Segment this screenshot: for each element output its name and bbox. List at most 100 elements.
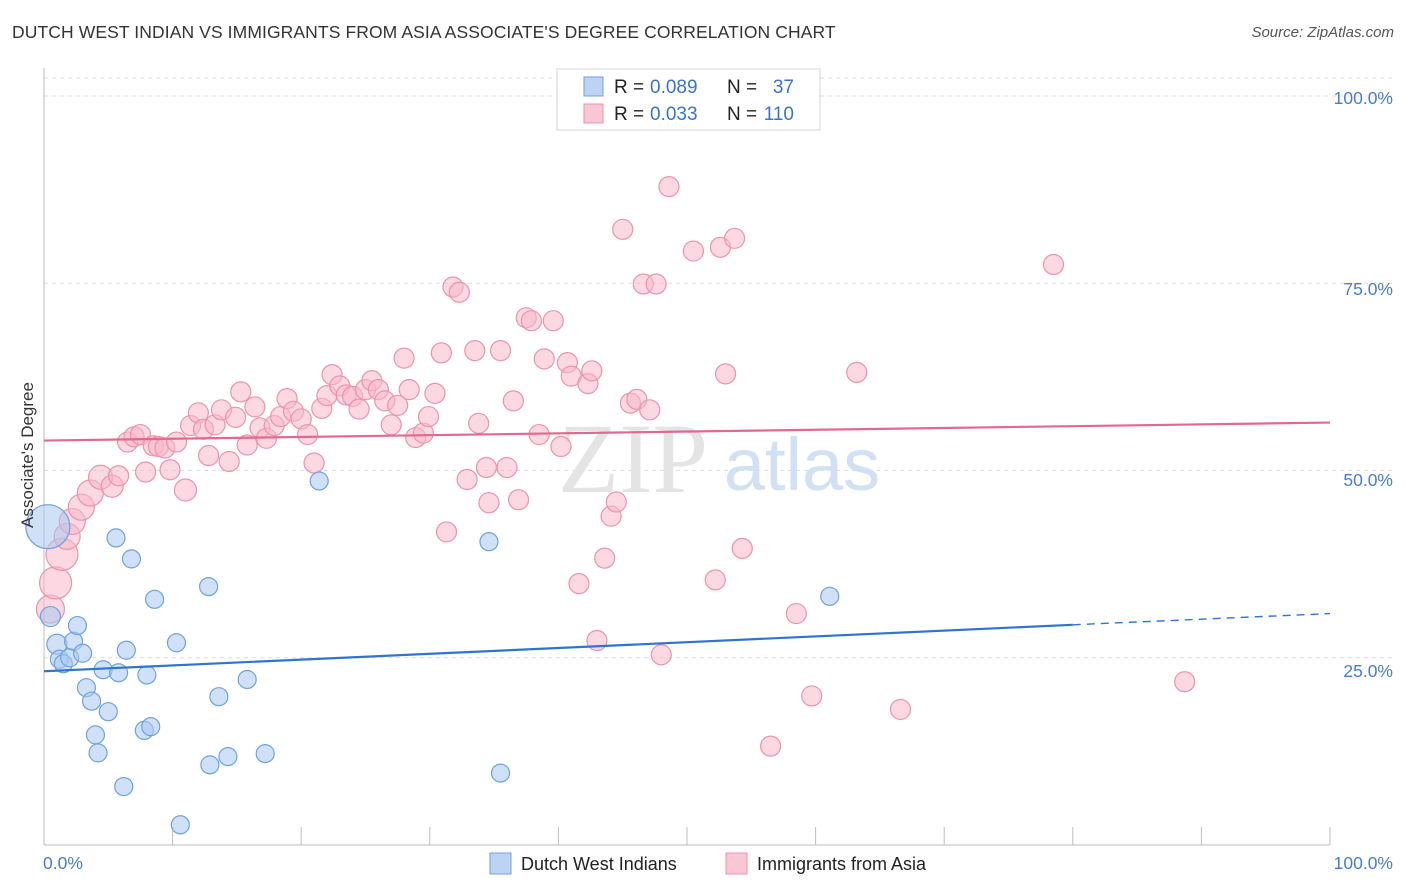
asia-point-86	[605, 491, 627, 513]
legend-label-immigrants-from-asia: Immigrants from Asia	[757, 854, 927, 874]
x-tick-label-100: 100.0%	[1334, 853, 1393, 873]
asia-point-103	[801, 685, 823, 707]
y-axis-label: Associate's Degree	[18, 382, 37, 528]
asia-point-91	[639, 399, 661, 421]
dutch-point-29	[218, 747, 238, 767]
stats-r-value-pink: 0.033	[650, 104, 698, 125]
asia-point-39	[303, 452, 325, 474]
asia-point-73	[520, 310, 542, 332]
asia-point-104	[846, 361, 868, 383]
series-immigrants-from-asia	[35, 176, 1196, 757]
stats-n-label-blue: N =	[727, 77, 762, 98]
asia-point-76	[542, 310, 564, 332]
asia-point-66	[475, 456, 497, 479]
y-tick-label-75: 75.0%	[1343, 279, 1393, 299]
asia-point-51	[380, 414, 402, 436]
asia-point-59	[430, 342, 452, 364]
chart-title: DUTCH WEST INDIAN VS IMMIGRANTS FROM ASI…	[12, 22, 836, 42]
asia-point-99	[723, 227, 746, 249]
stats-n-value-blue: 37	[773, 77, 794, 98]
legend-label-dutch-west-indians: Dutch West Indians	[521, 854, 677, 874]
dutch-point-10	[81, 691, 102, 711]
legend-swatch-immigrants-from-asia	[725, 852, 748, 875]
dutch-point-8	[72, 643, 93, 663]
watermark-zip: ZIP	[558, 403, 708, 514]
asia-point-82	[581, 360, 603, 382]
dutch-point-16	[108, 663, 129, 683]
asia-point-17	[159, 459, 181, 481]
y-tick-label-25: 25.0%	[1343, 661, 1393, 681]
asia-point-62	[448, 281, 470, 303]
asia-point-87	[612, 218, 634, 240]
stats-legend: R = 0.089 N = 37 R = 0.033 N = 110	[556, 68, 821, 131]
asia-point-57	[417, 405, 440, 428]
asia-point-84	[594, 547, 616, 569]
dutch-point-26	[199, 576, 219, 597]
dutch-point-11	[85, 725, 106, 745]
asia-point-52	[387, 394, 409, 416]
dutch-point-12	[88, 743, 108, 763]
dutch-point-32	[309, 471, 329, 491]
asia-point-26	[218, 450, 240, 473]
dutch-point-24	[166, 633, 187, 653]
asia-point-80	[568, 572, 590, 595]
trend-lines	[43, 421, 1331, 673]
y-tick-labels: 25.0% 50.0% 75.0% 100.0%	[1334, 88, 1393, 681]
asia-point-71	[507, 489, 530, 511]
dutch-point-25	[170, 815, 190, 835]
asia-point-68	[489, 340, 512, 362]
trend-line-dutch-west-indians	[43, 623, 1073, 673]
watermark-atlas: atlas	[724, 423, 880, 506]
dutch-point-27	[200, 755, 220, 775]
asia-point-63	[456, 468, 478, 491]
asia-point-58	[424, 382, 446, 404]
dutch-point-33	[479, 532, 499, 552]
asia-point-64	[464, 340, 486, 362]
asia-point-75	[533, 348, 555, 370]
asia-point-101	[759, 735, 782, 757]
asia-point-38	[297, 423, 319, 446]
asia-point-29	[236, 434, 258, 456]
dutch-point-18	[116, 640, 136, 660]
asia-point-96	[704, 569, 726, 591]
asia-point-28	[230, 381, 252, 403]
stats-legend-swatch-blue	[583, 76, 604, 97]
asia-point-67	[478, 492, 500, 514]
asia-point-98	[714, 363, 737, 385]
asia-point-70	[502, 390, 524, 412]
series-dutch-west-indians	[25, 471, 840, 835]
asia-point-102	[785, 602, 807, 625]
asia-point-18	[165, 431, 188, 453]
asia-point-92	[645, 273, 667, 295]
dutch-point-0	[25, 504, 71, 550]
asia-point-27	[225, 406, 247, 428]
asia-point-69	[496, 456, 518, 479]
source-credit: Source: ZipAtlas.com	[1251, 24, 1394, 41]
watermark: ZIP atlas	[558, 403, 880, 514]
asia-point-93	[650, 644, 672, 666]
axes	[43, 68, 1331, 846]
dutch-point-34	[490, 763, 511, 783]
dutch-point-19	[121, 549, 142, 569]
asia-point-19	[173, 478, 198, 502]
y-tick-label-100: 100.0%	[1334, 88, 1393, 108]
series-legend: Dutch West Indians Immigrants from Asia	[489, 852, 927, 875]
dutch-point-1	[39, 605, 62, 628]
asia-point-65	[468, 412, 490, 434]
asia-point-30	[244, 396, 266, 418]
asia-point-54	[398, 379, 420, 401]
asia-point-1	[38, 566, 73, 600]
dutch-point-23	[144, 589, 165, 609]
stats-r-label-blue: R =	[614, 77, 649, 98]
asia-point-106	[1042, 253, 1065, 276]
asia-point-46	[348, 398, 370, 420]
stats-r-value-blue: 0.089	[650, 77, 698, 98]
x-tick-label-0: 0.0%	[43, 853, 83, 873]
dutch-point-31	[255, 744, 275, 764]
asia-point-23	[198, 444, 220, 467]
asia-point-94	[658, 176, 680, 198]
dutch-point-35	[820, 586, 840, 606]
dutch-point-17	[114, 776, 134, 797]
trend-line-immigrants-from-asia	[43, 421, 1331, 442]
